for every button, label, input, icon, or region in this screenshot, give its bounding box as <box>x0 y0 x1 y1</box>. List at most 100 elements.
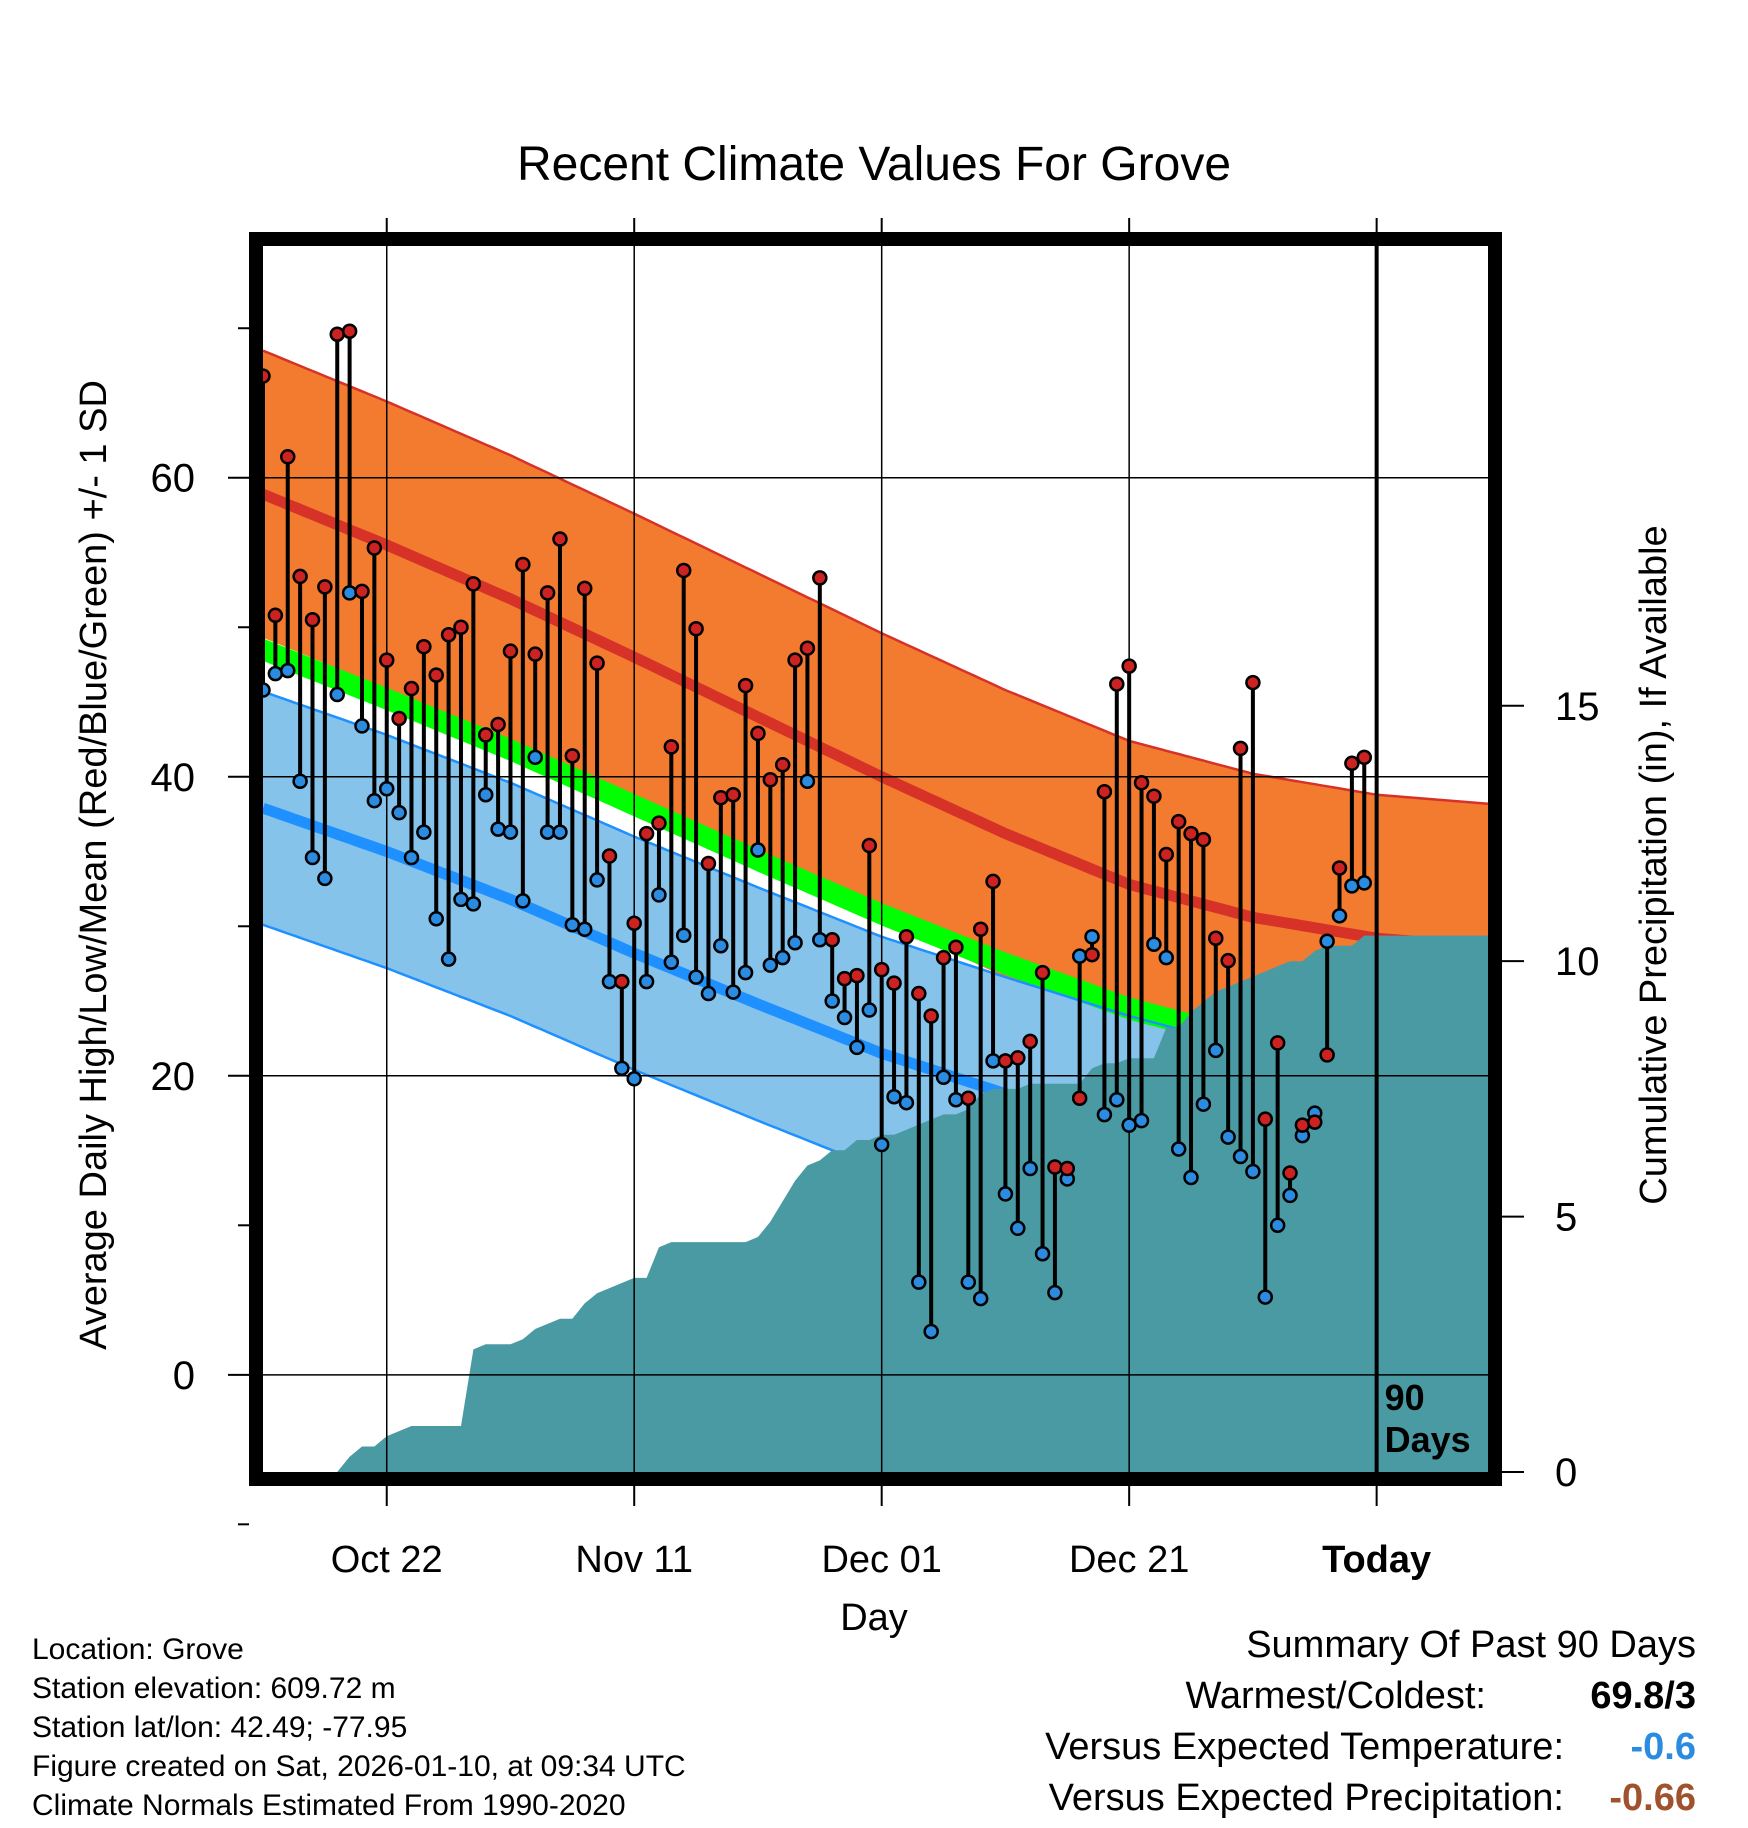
daily-low-point <box>1010 1220 1026 1237</box>
daily-high-point <box>263 368 271 384</box>
daily-low-point <box>626 1071 642 1087</box>
daily-high-point <box>267 607 284 624</box>
daily-low-point <box>1232 1148 1249 1165</box>
plot-frame <box>249 232 1502 1486</box>
daily-high-point <box>1232 740 1249 757</box>
daily-high-point <box>539 585 556 601</box>
daily-low-point <box>1282 1187 1298 1204</box>
daily-low-point <box>836 1009 853 1026</box>
daily-low-point <box>1344 878 1360 894</box>
daily-high-point <box>1331 860 1348 876</box>
daily-low-point <box>774 949 791 966</box>
daily-low-point <box>898 1094 915 1111</box>
daily-low-point <box>861 1002 878 1018</box>
daily-high-point <box>861 837 878 854</box>
daily-low-point <box>416 824 432 840</box>
daily-high-point <box>1356 749 1373 766</box>
daily-low-point <box>911 1274 927 1290</box>
daily-low-point <box>713 937 729 954</box>
summary-panel: Summary Of Past 90 Days Warmest/Coldest:… <box>936 1624 1696 1828</box>
info-location: Location: Grove <box>32 1633 244 1666</box>
daily-high-point <box>948 939 964 955</box>
daily-high-point <box>824 931 840 948</box>
daily-low-point <box>1170 1141 1187 1157</box>
daily-high-point <box>564 748 581 764</box>
daily-high-point <box>601 848 618 864</box>
daily-low-point <box>972 1290 989 1307</box>
daily-high-point <box>1245 674 1261 691</box>
daily-high-point <box>329 326 345 342</box>
daily-high-point <box>403 680 420 697</box>
daily-high-point <box>1294 1117 1311 1133</box>
daily-high-point <box>304 612 321 628</box>
daily-high-point <box>626 915 642 932</box>
daily-high-point <box>1084 946 1100 963</box>
daily-high-point <box>527 646 543 662</box>
daily-low-point <box>341 585 358 601</box>
daily-low-point <box>960 1274 977 1290</box>
daily-high-point <box>477 727 494 743</box>
summary-title: Summary Of Past 90 Days <box>1246 1624 1696 1666</box>
daily-high-point <box>1195 831 1212 848</box>
daily-high-point <box>1133 774 1150 791</box>
y-tick-label: 20 <box>151 1055 196 1099</box>
daily-low-point <box>725 984 741 1000</box>
daily-high-point <box>688 621 704 637</box>
today-label-90: 90 <box>1385 1377 1425 1418</box>
daily-high-point <box>1059 1160 1076 1177</box>
daily-low-point <box>638 973 655 990</box>
daily-low-point <box>1096 1106 1113 1123</box>
daily-high-point <box>552 531 568 547</box>
daily-high-point <box>1170 813 1187 830</box>
daily-low-point <box>403 849 420 866</box>
daily-high-point <box>836 970 853 987</box>
daily-high-point <box>799 640 816 656</box>
warmest-value: 69.8/3 <box>1590 1675 1696 1717</box>
daily-high-point <box>651 815 667 831</box>
info-elevation: Station elevation: 609.72 m <box>32 1672 396 1705</box>
daily-high-point <box>391 710 407 727</box>
daily-high-point <box>700 855 717 872</box>
daily-low-point <box>614 1060 630 1077</box>
daily-high-point <box>1096 783 1113 800</box>
daily-high-point <box>812 570 828 586</box>
daily-low-point <box>1158 949 1175 966</box>
daily-low-point <box>886 1088 902 1105</box>
daily-high-point <box>737 677 754 694</box>
daily-low-point <box>1071 948 1088 964</box>
daily-low-point <box>354 718 370 734</box>
daily-high-point <box>787 652 803 668</box>
daily-high-point <box>1146 788 1162 804</box>
daily-low-point <box>812 931 828 948</box>
y-axis-label: Average Daily High/Low/Mean (Red/Blue/Gr… <box>73 380 115 1350</box>
daily-low-point <box>1034 1245 1051 1262</box>
daily-high-point <box>873 961 890 978</box>
daily-high-point <box>515 556 531 573</box>
daily-low-point <box>688 969 704 985</box>
daily-low-point <box>1146 936 1162 952</box>
daily-low-point <box>279 662 296 679</box>
precip-area <box>263 935 1488 1472</box>
daily-high-point <box>923 1008 939 1024</box>
daily-low-point <box>267 665 284 682</box>
daily-low-point <box>304 849 321 866</box>
daily-high-point <box>1257 1111 1274 1127</box>
daily-low-point <box>490 821 506 837</box>
x-tick-label: Oct 22 <box>331 1539 443 1581</box>
station-info: Location: Grove Station elevation: 609.7… <box>32 1630 686 1825</box>
summary-warmest-row: Warmest/Coldest: 69.8/3 <box>936 1675 1696 1726</box>
daily-low-point <box>539 824 556 840</box>
temp-anomaly-value: -0.6 <box>1630 1726 1696 1768</box>
daily-high-point <box>1010 1050 1026 1066</box>
daily-high-point <box>292 568 308 585</box>
daily-low-point <box>1022 1160 1038 1177</box>
y2-tick-label: 0 <box>1555 1451 1577 1495</box>
daily-high-point <box>1071 1090 1088 1106</box>
precip-anomaly-value: -0.66 <box>1609 1777 1696 1819</box>
daily-low-point <box>923 1323 939 1340</box>
daily-low-point <box>799 773 816 790</box>
normal-high-sd-band <box>263 350 1488 1091</box>
summary-temp-row: Versus Expected Temperature: -0.6 <box>936 1726 1696 1777</box>
daily-low-point <box>824 993 840 1009</box>
